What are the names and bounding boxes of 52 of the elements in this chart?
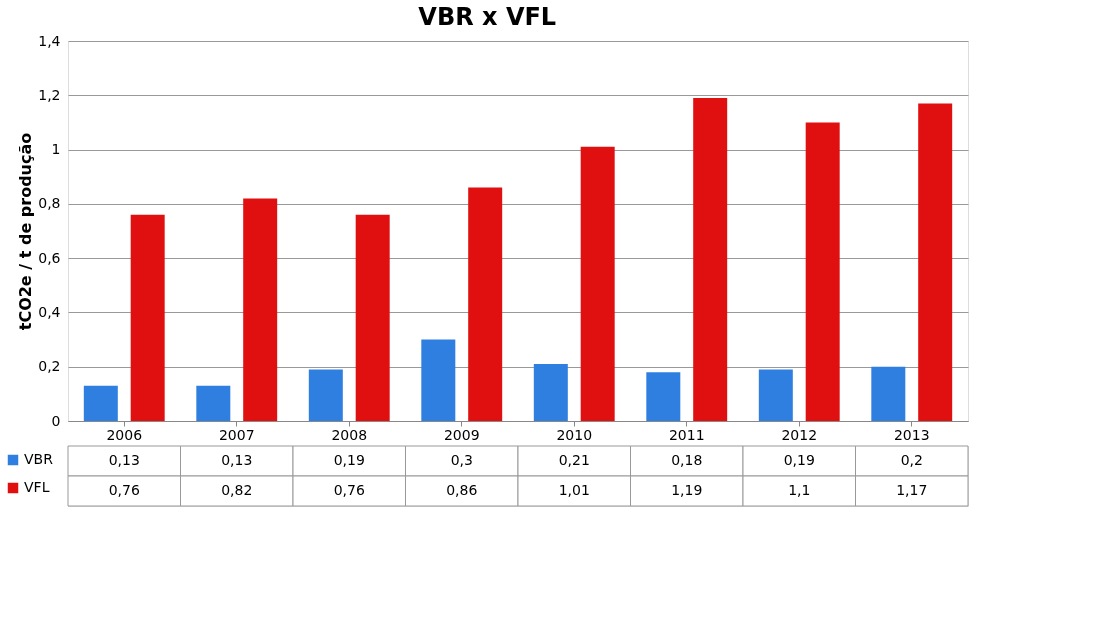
y-tick-label: 1,2 <box>38 86 61 103</box>
x-tick-label: 2008 <box>331 426 368 443</box>
data-label: 1,17 <box>896 482 928 498</box>
legend-label: VBR <box>24 451 54 467</box>
data-label: 1,19 <box>671 482 703 498</box>
bar <box>871 366 906 421</box>
x-tick-label: 2007 <box>218 426 255 443</box>
y-tick-label: 0,2 <box>38 358 61 375</box>
data-label: 0,76 <box>108 482 140 498</box>
y-axis-title: tCO2e / t de produção <box>16 132 36 331</box>
bar <box>83 385 118 421</box>
chart-title: VBR x VFL <box>418 2 557 31</box>
data-label: 0,76 <box>333 482 365 498</box>
bar <box>468 187 503 421</box>
y-tick-label: 0,4 <box>38 303 61 320</box>
bar <box>805 122 840 421</box>
data-label: 0,3 <box>450 452 473 468</box>
data-label: 0,13 <box>221 452 253 468</box>
legend-label: VFL <box>24 479 50 495</box>
data-label: 0,13 <box>108 452 140 468</box>
data-label: 0,19 <box>333 452 365 468</box>
y-tick-label: 1,4 <box>38 32 61 49</box>
x-tick-label: 2010 <box>556 426 593 443</box>
data-label: 0,19 <box>783 452 815 468</box>
bar <box>533 364 568 421</box>
y-tick-label: 0,8 <box>38 195 61 212</box>
bar <box>421 339 456 421</box>
data-label: 0,82 <box>221 482 253 498</box>
data-label: 0,2 <box>900 452 923 468</box>
data-label: 0,21 <box>558 452 590 468</box>
x-tick-label: 2013 <box>893 426 930 443</box>
bar <box>758 369 793 421</box>
bar <box>580 146 615 421</box>
bar <box>646 372 681 421</box>
data-label: 0,18 <box>671 452 703 468</box>
y-tick-label: 1 <box>51 141 61 158</box>
bar <box>308 369 343 421</box>
bar <box>243 198 278 421</box>
bar <box>196 385 231 421</box>
data-label: 1,01 <box>558 482 590 498</box>
y-tick-label: 0,6 <box>38 249 61 266</box>
data-label: 1,1 <box>788 482 811 498</box>
y-tick-label: 0 <box>51 412 61 429</box>
bar <box>355 214 390 421</box>
data-label: 0,86 <box>446 482 478 498</box>
bar <box>918 103 953 421</box>
x-tick-label: 2012 <box>781 426 818 443</box>
bar <box>693 98 728 421</box>
x-tick-label: 2006 <box>106 426 143 443</box>
x-tick-label: 2009 <box>443 426 480 443</box>
bar <box>130 214 165 421</box>
x-tick-label: 2011 <box>668 426 705 443</box>
